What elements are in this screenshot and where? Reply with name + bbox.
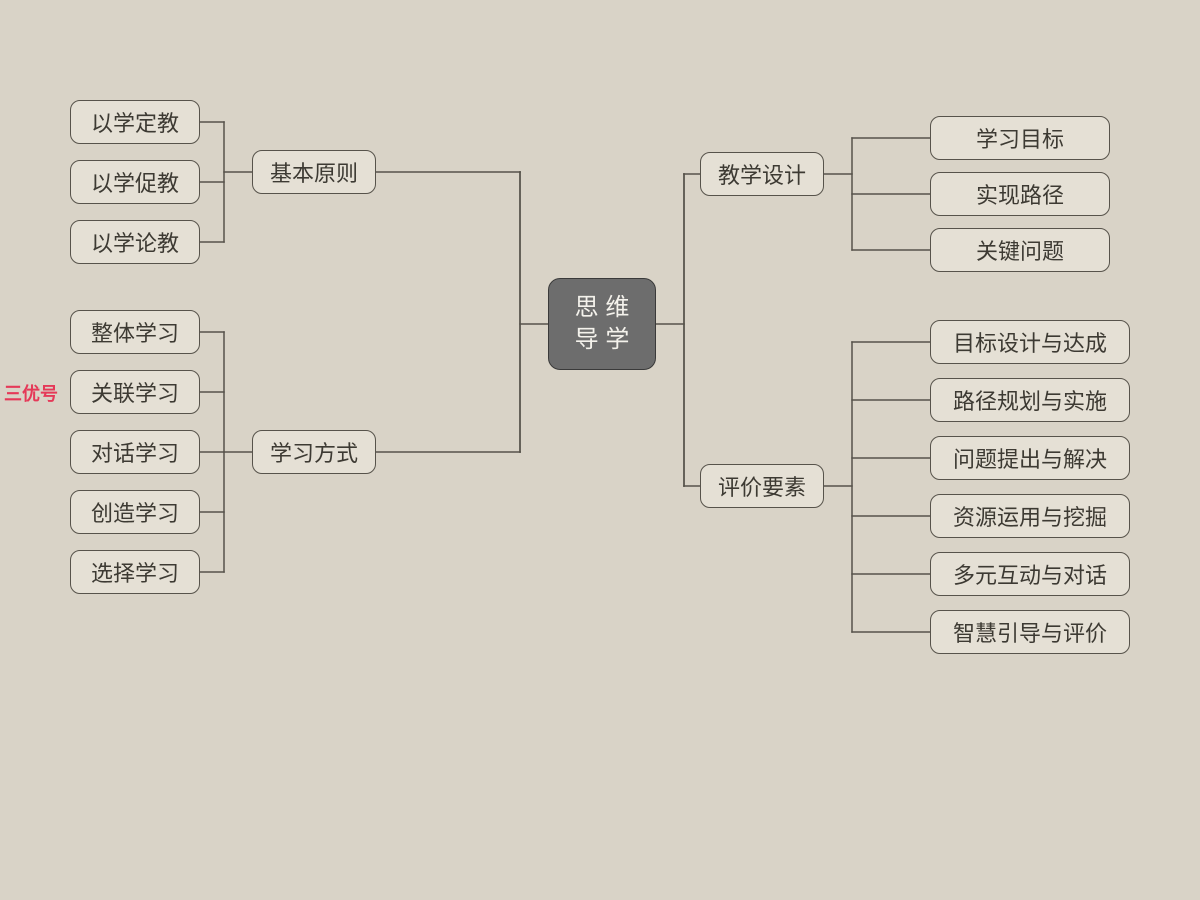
left-branch-1-leaf-0: 整体学习 [70, 310, 200, 354]
right-branch-1: 评价要素 [700, 464, 824, 508]
left-branch-1: 学习方式 [252, 430, 376, 474]
root-node: 思 维导 学 [548, 278, 656, 370]
left-branch-0-leaf-2: 以学论教 [70, 220, 200, 264]
mindmap-page: 思 维导 学 基本原则 以学定教以学促教以学论教学习方式 整体学习关联学习对话学习创造… [0, 0, 1200, 900]
right-branch-1-leaf-0: 目标设计与达成 [930, 320, 1130, 364]
watermark-text: 三优号 [4, 380, 58, 406]
right-branch-1-leaf-1: 路径规划与实施 [930, 378, 1130, 422]
left-branch-1-leaf-3: 创造学习 [70, 490, 200, 534]
left-branch-1-leaf-2: 对话学习 [70, 430, 200, 474]
right-branch-0: 教学设计 [700, 152, 824, 196]
right-branch-1-leaf-2: 问题提出与解决 [930, 436, 1130, 480]
right-branch-1-leaf-3: 资源运用与挖掘 [930, 494, 1130, 538]
right-branch-1-leaf-5: 智慧引导与评价 [930, 610, 1130, 654]
right-branch-0-leaf-0: 学习目标 [930, 116, 1110, 160]
left-branch-1-leaf-1: 关联学习 [70, 370, 200, 414]
left-branch-0-leaf-1: 以学促教 [70, 160, 200, 204]
right-branch-0-leaf-2: 关键问题 [930, 228, 1110, 272]
left-branch-0: 基本原则 [252, 150, 376, 194]
left-branch-1-leaf-4: 选择学习 [70, 550, 200, 594]
right-branch-0-leaf-1: 实现路径 [930, 172, 1110, 216]
right-branch-1-leaf-4: 多元互动与对话 [930, 552, 1130, 596]
left-branch-0-leaf-0: 以学定教 [70, 100, 200, 144]
